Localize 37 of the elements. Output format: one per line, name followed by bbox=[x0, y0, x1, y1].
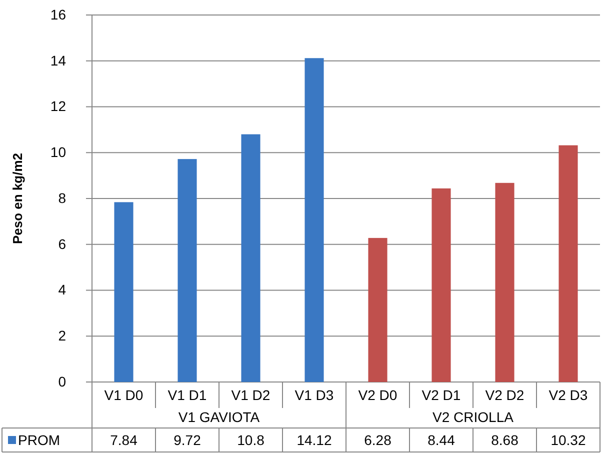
x-tick-label: V1 D1 bbox=[168, 387, 207, 403]
bar bbox=[432, 188, 451, 382]
y-tick-label: 0 bbox=[58, 373, 66, 390]
y-tick-label: 2 bbox=[58, 328, 66, 344]
x-tick-label: V2 D2 bbox=[485, 387, 524, 403]
y-tick-label: 12 bbox=[50, 98, 66, 114]
data-label: 8.68 bbox=[491, 432, 519, 448]
data-label: 10.32 bbox=[550, 432, 586, 448]
bar bbox=[241, 134, 260, 382]
x-tick-label: V1 D3 bbox=[294, 387, 334, 403]
legend-label: PROM bbox=[18, 432, 60, 448]
bar bbox=[304, 58, 324, 382]
x-tick-label: V1 D0 bbox=[104, 387, 144, 403]
data-label: 10.8 bbox=[237, 432, 265, 448]
y-tick-label: 8 bbox=[58, 190, 66, 206]
bar bbox=[368, 238, 388, 382]
data-label: 14.12 bbox=[296, 432, 332, 448]
data-label: 8.44 bbox=[428, 432, 456, 448]
bar bbox=[178, 159, 197, 382]
x-tick-label: V2 D3 bbox=[548, 387, 588, 403]
y-axis-title: Peso en kg/m2 bbox=[10, 152, 25, 244]
y-tick-label: 4 bbox=[58, 282, 66, 298]
x-tick-label: V2 D1 bbox=[422, 387, 461, 403]
x-tick-label: V1 D2 bbox=[231, 387, 270, 403]
x-tick-label: V2 D0 bbox=[358, 387, 398, 403]
bar bbox=[558, 145, 578, 382]
y-tick-label: 10 bbox=[50, 144, 66, 160]
bar bbox=[495, 182, 514, 382]
text: V2 CRIOLLA bbox=[432, 409, 514, 425]
y-tick-label: 16 bbox=[50, 6, 66, 22]
data-label: 9.72 bbox=[174, 432, 202, 448]
data-label: 6.28 bbox=[364, 432, 392, 448]
y-tick-label: 14 bbox=[50, 52, 66, 68]
bar bbox=[114, 202, 134, 382]
y-tick-label: 6 bbox=[58, 236, 66, 252]
text: V1 GAVIOTA bbox=[178, 409, 260, 425]
data-label: 7.84 bbox=[110, 432, 138, 448]
